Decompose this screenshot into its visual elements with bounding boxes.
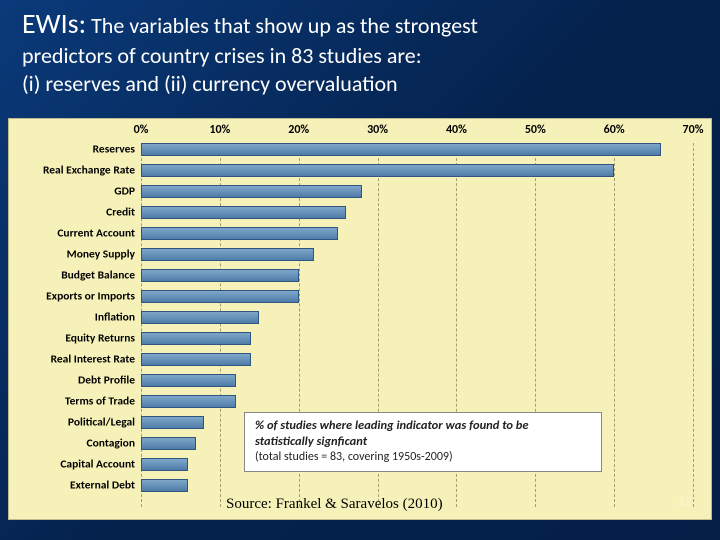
chart-category-label: Exports or Imports — [46, 291, 141, 303]
chart-category-label: Money Supply — [67, 249, 141, 261]
chart-note-line2: statistically signficant — [255, 434, 591, 450]
chart-bar-row: Credit — [141, 206, 693, 219]
chart-x-tick-label: 30% — [367, 123, 388, 137]
chart-bar — [141, 374, 236, 387]
chart-bar-row: Money Supply — [141, 248, 693, 261]
chart-gridline — [693, 143, 694, 507]
chart-bar — [141, 290, 299, 303]
chart-bar-row: GDP — [141, 185, 693, 198]
chart-category-label: Debt Profile — [78, 375, 141, 387]
chart-x-tick-label: 0% — [134, 123, 149, 137]
chart-category-label: Contagion — [86, 438, 141, 450]
chart-category-label: External Debt — [70, 480, 141, 492]
chart-bar — [141, 479, 188, 492]
chart-bar — [141, 143, 661, 156]
chart-bar — [141, 437, 196, 450]
chart-category-label: Credit — [106, 207, 141, 219]
chart-x-tick-label: 70% — [683, 123, 704, 137]
chart-bar — [141, 227, 338, 240]
title-line1: The variables that show up as the strong… — [86, 12, 478, 39]
chart-category-label: Budget Balance — [61, 270, 141, 282]
chart-bar — [141, 248, 314, 261]
chart-bar — [141, 458, 188, 471]
title-line3: (i) reserves and (ii) currency overvalua… — [22, 70, 398, 97]
chart-x-tick-label: 10% — [209, 123, 230, 137]
chart-category-label: Current Account — [57, 228, 141, 240]
chart-bar — [141, 185, 362, 198]
chart-bar — [141, 353, 251, 366]
chart-category-label: Political/Legal — [68, 417, 141, 429]
chart-bar-row: Debt Profile — [141, 374, 693, 387]
chart-x-tick-label: 50% — [525, 123, 546, 137]
slide: EWIs: The variables that show up as the … — [0, 0, 720, 540]
chart-bar-row: Equity Returns — [141, 332, 693, 345]
chart-category-label: Inflation — [95, 312, 141, 324]
chart-category-label: GDP — [114, 186, 141, 198]
chart-bar — [141, 395, 236, 408]
chart-bar-row: Terms of Trade — [141, 395, 693, 408]
chart-bar — [141, 416, 204, 429]
chart-note-box: % of studies where leading indicator was… — [244, 412, 602, 472]
chart-source: Source: Frankel & Saravelos (2010) — [226, 496, 443, 513]
chart-category-label: Reserves — [93, 144, 141, 156]
title-lead: EWIs: — [22, 6, 86, 41]
chart-bar-row: External Debt — [141, 479, 693, 492]
chart-x-tick-label: 40% — [446, 123, 467, 137]
title-line2: predictors of country crises in 83 studi… — [22, 42, 422, 69]
chart-category-label: Real Exchange Rate — [43, 165, 141, 177]
chart-bar-row: Budget Balance — [141, 269, 693, 282]
chart-bar-row: Current Account — [141, 227, 693, 240]
chart-bar-row: Reserves — [141, 143, 693, 156]
chart-bar — [141, 269, 299, 282]
chart-category-label: Capital Account — [60, 459, 141, 471]
chart-bar-row: Real Interest Rate — [141, 353, 693, 366]
chart-note-sub: (total studies = 83, covering 1950s-2009… — [255, 450, 591, 465]
chart-bar-row: Real Exchange Rate — [141, 164, 693, 177]
chart-bar-row: Exports or Imports — [141, 290, 693, 303]
chart-x-tick-label: 60% — [604, 123, 625, 137]
chart-panel: 0%10%20%30%40%50%60%70%ReservesReal Exch… — [8, 118, 712, 520]
chart-bar — [141, 311, 259, 324]
chart-x-tick-label: 20% — [288, 123, 309, 137]
chart-bar — [141, 206, 346, 219]
chart-bar — [141, 332, 251, 345]
chart-bar-row: Inflation — [141, 311, 693, 324]
slide-title: EWIs: The variables that show up as the … — [0, 0, 720, 98]
chart-note-line1: % of studies where leading indicator was… — [255, 418, 591, 434]
chart-category-label: Terms of Trade — [65, 396, 141, 408]
chart-category-label: Equity Returns — [65, 333, 141, 345]
page-number: 12 — [678, 493, 692, 510]
chart-bar — [141, 164, 614, 177]
chart-category-label: Real Interest Rate — [51, 354, 141, 366]
